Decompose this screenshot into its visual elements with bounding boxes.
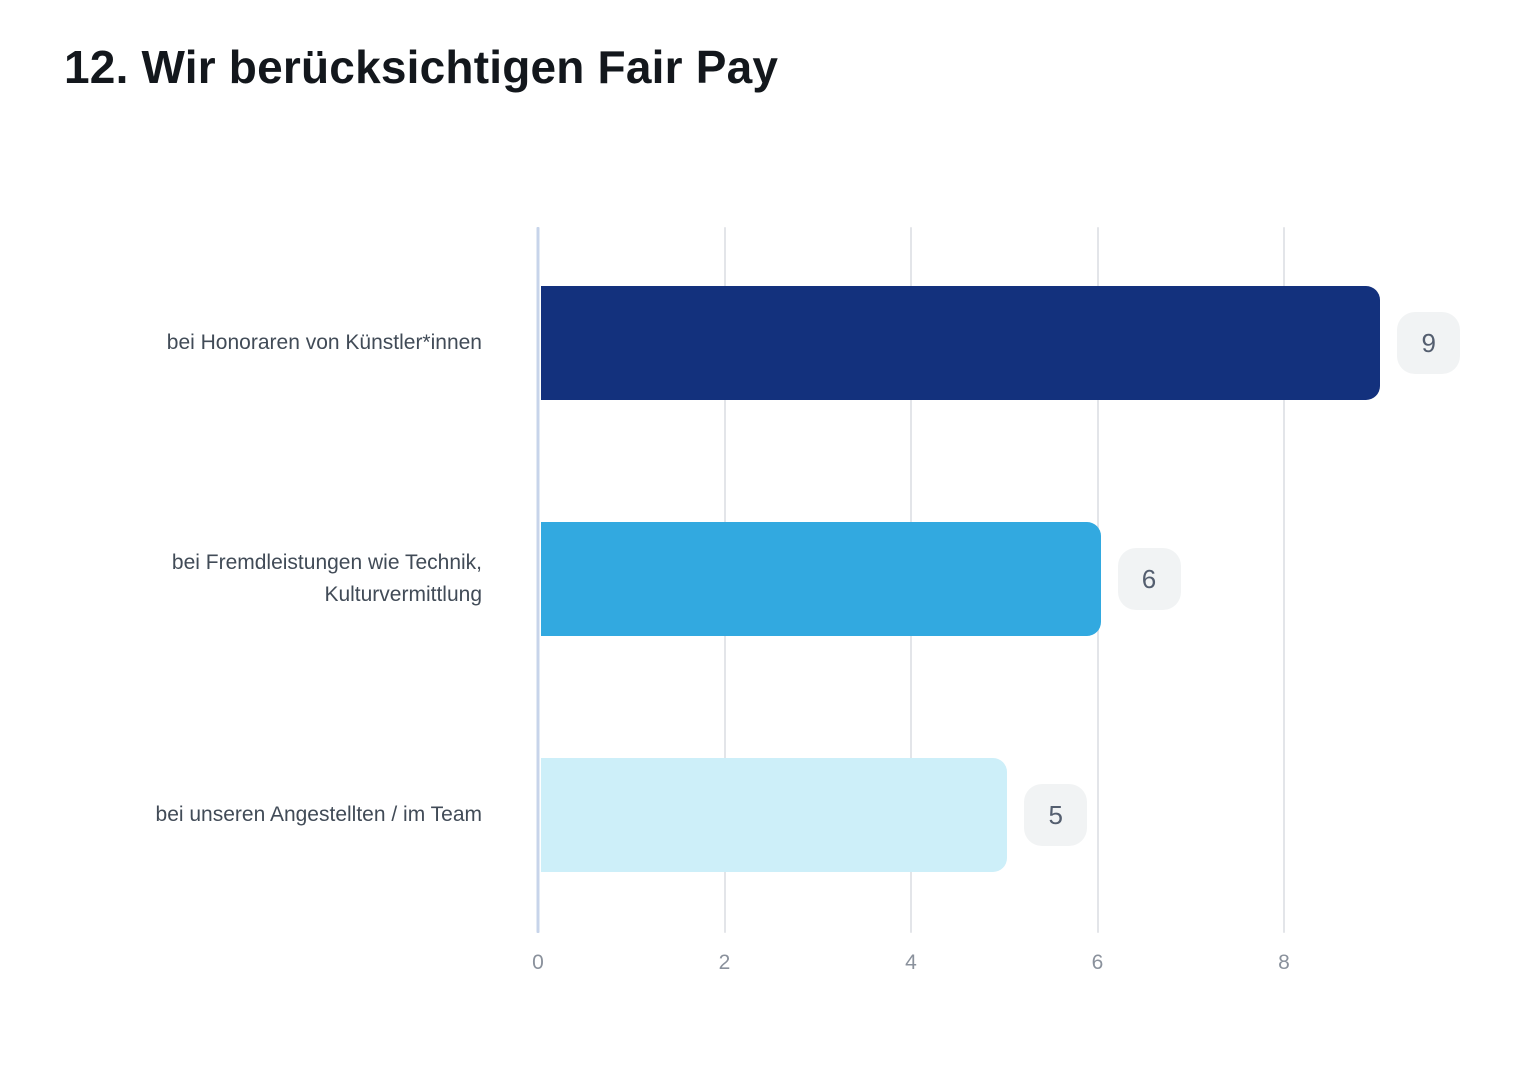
category-label: bei unseren Angestellten / im Team bbox=[155, 803, 482, 826]
x-tick-label: 2 bbox=[718, 951, 731, 974]
value-badge: 6 bbox=[1117, 548, 1181, 610]
x-tick-label: 4 bbox=[905, 951, 917, 974]
page-title: 12. Wir berücksichtigen Fair Pay bbox=[64, 41, 779, 93]
gridline bbox=[1283, 227, 1285, 933]
x-tick-label: 6 bbox=[1091, 951, 1104, 974]
bar bbox=[541, 522, 1101, 636]
value-badge: 9 bbox=[1397, 312, 1461, 374]
category-label: bei Fremdleistungen wie Technik, Kulturv… bbox=[171, 551, 482, 606]
bar bbox=[541, 286, 1381, 400]
category-labels-column: bei Honoraren von Künstler*innen bei Frem… bbox=[64, 227, 482, 933]
value-badge: 5 bbox=[1024, 784, 1088, 846]
category-label: bei Honoraren von Künstler*innen bbox=[166, 331, 482, 354]
bar-chart: bei Honoraren von Künstler*innen bei Frem… bbox=[0, 227, 1516, 1007]
x-tick-label: 8 bbox=[1278, 951, 1290, 974]
x-tick-label: 0 bbox=[532, 951, 544, 974]
bar bbox=[541, 758, 1008, 872]
x-axis: 0 2 4 6 8 bbox=[532, 945, 1440, 985]
plot-area: 9 6 5 bbox=[536, 227, 1461, 933]
zero-axis-line bbox=[536, 227, 540, 933]
